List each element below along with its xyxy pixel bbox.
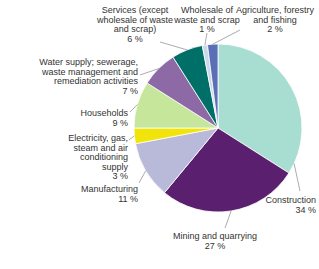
slice-label: Electricity, gas, xyxy=(68,133,128,143)
data-label: 7 % xyxy=(122,86,138,96)
leader-line xyxy=(140,69,159,75)
slice-label: Households xyxy=(80,108,128,118)
data-label: 9 % xyxy=(112,118,128,128)
data-label: 11 % xyxy=(118,194,138,204)
slice-label: and scrap) xyxy=(114,24,157,34)
slice-label: supply xyxy=(102,162,129,172)
chart: Construction34 % Mining and quarrying27 %… xyxy=(0,0,319,269)
data-label: 1 % xyxy=(199,24,215,34)
leader-line xyxy=(225,211,231,228)
leader-line xyxy=(129,136,134,140)
slice-label: wholesale of waste xyxy=(96,15,173,25)
leader-line xyxy=(205,33,207,45)
slice-label: remediation activities xyxy=(54,76,139,86)
leader-line xyxy=(213,30,240,44)
slice-label: Agriculture, forestry xyxy=(236,5,315,15)
slice-label: Construction xyxy=(265,195,316,205)
leader-line xyxy=(139,171,146,183)
background xyxy=(0,0,319,269)
slice-label: Water supply; sewerage, xyxy=(39,57,138,67)
leader-line xyxy=(294,164,300,192)
data-label: 27 % xyxy=(205,241,226,251)
slice-label: Services (except xyxy=(102,5,169,15)
slice-label: Mining and quarrying xyxy=(173,231,257,241)
data-label: 34 % xyxy=(295,205,316,215)
slice-label: Manufacturing xyxy=(81,184,138,194)
slice-label: conditioning xyxy=(80,152,128,162)
pie-slice xyxy=(134,128,218,144)
leader-line xyxy=(130,105,137,112)
data-label: 2 % xyxy=(267,24,283,34)
slice-label: waste management and xyxy=(41,67,138,77)
slice-label: waste and scrap xyxy=(173,15,240,25)
slice-label: Wholesale of xyxy=(181,5,234,15)
slices xyxy=(134,44,302,212)
labels: Construction34 % Mining and quarrying27 %… xyxy=(39,5,316,251)
slice-label: and fishing xyxy=(253,15,297,25)
data-label: 3 % xyxy=(112,171,128,181)
leader-line xyxy=(160,42,187,50)
pie-slice xyxy=(207,44,218,128)
slice-label: steam and air xyxy=(73,143,128,153)
data-label: 6 % xyxy=(127,34,143,44)
pie-slice xyxy=(202,45,218,128)
